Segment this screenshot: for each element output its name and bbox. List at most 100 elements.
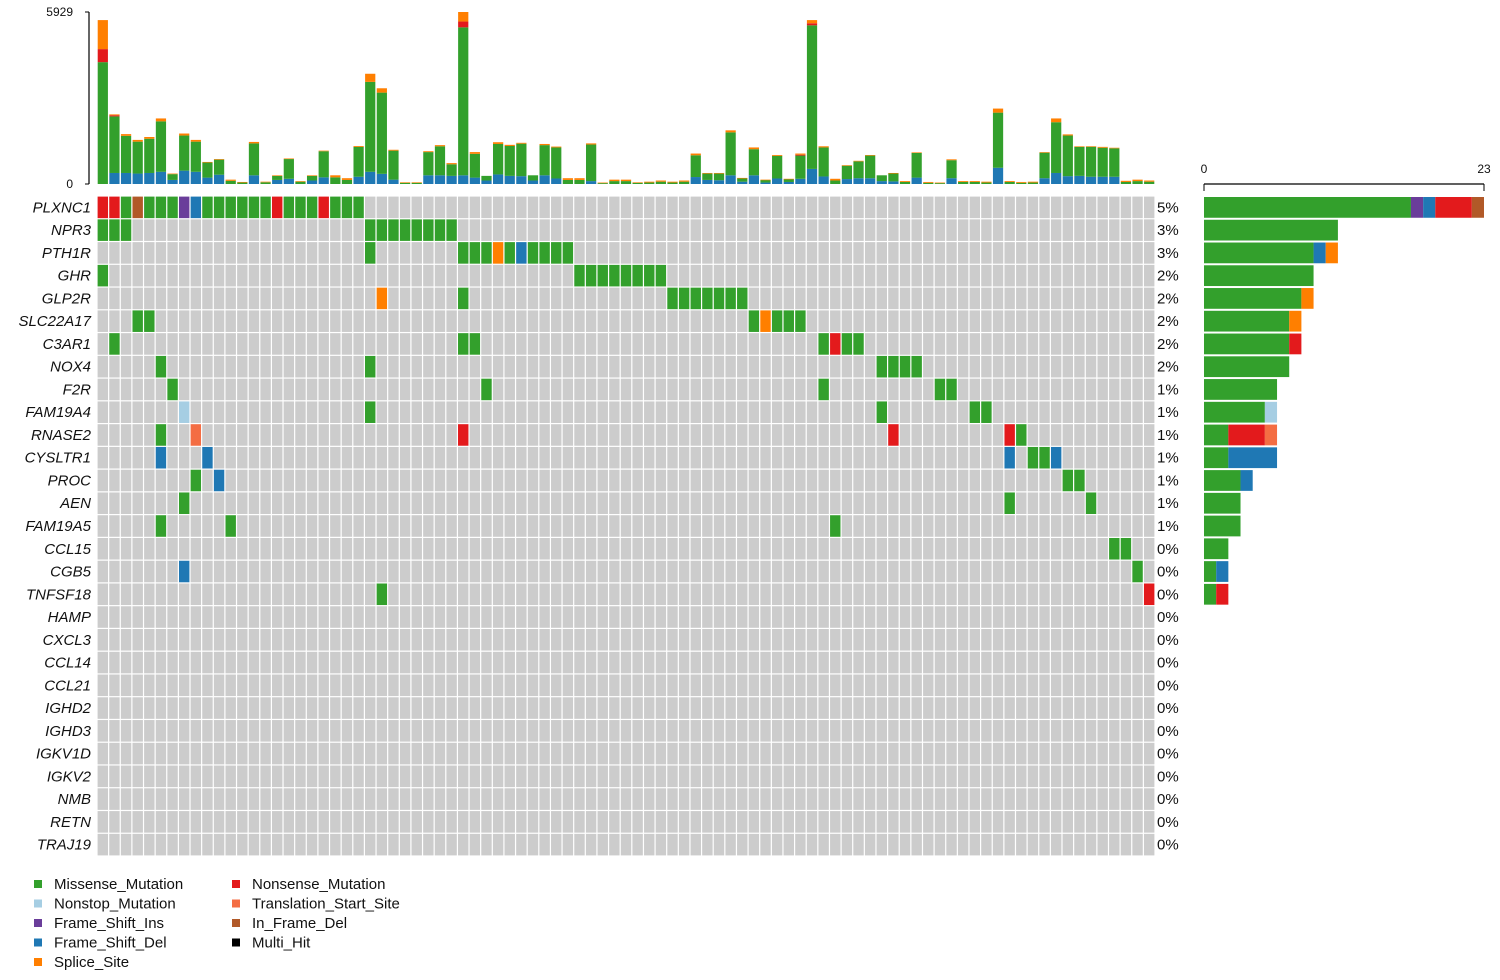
empty-cell	[876, 788, 887, 810]
empty-cell	[911, 333, 922, 355]
tmb-bar	[655, 180, 666, 184]
empty-cell	[853, 833, 864, 856]
empty-cell	[888, 583, 899, 606]
empty-cell	[620, 833, 632, 856]
tmb-segment-missense	[702, 173, 713, 180]
empty-cell	[365, 606, 376, 628]
mutation-cell	[411, 219, 422, 241]
empty-cell	[283, 264, 295, 287]
empty-cell	[295, 446, 306, 469]
empty-cell	[213, 606, 225, 628]
tmb-segment-missense	[109, 116, 120, 173]
empty-cell	[190, 333, 202, 355]
empty-cell	[365, 424, 376, 446]
empty-cell	[597, 287, 608, 310]
empty-cell	[399, 674, 411, 697]
empty-cell	[446, 811, 457, 833]
empty-cell	[341, 606, 353, 628]
empty-cell	[1039, 583, 1050, 606]
legend-item: Missense_Mutation	[34, 876, 183, 893]
tmb-segment-other	[516, 142, 527, 144]
empty-cell	[341, 811, 353, 833]
gene-label: FAM19A5	[25, 518, 91, 535]
empty-cell	[737, 674, 748, 697]
empty-cell	[237, 651, 248, 674]
empty-cell	[806, 378, 818, 401]
empty-cell	[702, 720, 713, 742]
empty-cell	[1143, 310, 1155, 332]
mutation-cell	[376, 219, 388, 241]
empty-cell	[923, 629, 934, 651]
empty-cell	[492, 742, 504, 765]
empty-cell	[120, 333, 132, 355]
legend-label: Splice_Site	[54, 954, 129, 971]
empty-cell	[155, 537, 167, 560]
tmb-segment-missense	[411, 182, 422, 184]
empty-cell	[876, 697, 887, 719]
empty-cell	[853, 196, 864, 219]
empty-cell	[190, 651, 202, 674]
empty-cell	[516, 651, 527, 674]
empty-cell	[1132, 765, 1143, 788]
empty-cell	[271, 424, 283, 446]
empty-cell	[213, 401, 225, 423]
empty-cell	[1004, 401, 1015, 423]
empty-cell	[167, 788, 178, 810]
empty-cell	[1074, 629, 1085, 651]
empty-cell	[783, 219, 794, 241]
empty-cell	[841, 651, 853, 674]
empty-cell	[620, 401, 632, 423]
empty-cell	[295, 219, 306, 241]
empty-cell	[876, 765, 887, 788]
empty-cell	[365, 765, 376, 788]
tmb-segment-missense	[1144, 181, 1155, 184]
mutation-cell	[1109, 537, 1120, 560]
empty-cell	[1085, 583, 1097, 606]
empty-cell	[655, 378, 667, 401]
empty-cell	[353, 333, 364, 355]
empty-cell	[271, 833, 283, 856]
empty-cell	[353, 469, 364, 492]
gene-label: IGHD3	[45, 723, 92, 740]
empty-cell	[516, 833, 527, 856]
empty-cell	[469, 720, 481, 742]
tmb-bar	[504, 144, 515, 184]
percent-label: 0%	[1157, 541, 1179, 558]
empty-cell	[864, 492, 876, 515]
mutation-cell	[341, 196, 353, 219]
empty-cell	[806, 355, 818, 378]
empty-cell	[981, 720, 992, 742]
empty-cell	[923, 219, 934, 241]
empty-cell	[795, 378, 806, 401]
empty-cell	[248, 469, 260, 492]
empty-cell	[1016, 378, 1027, 401]
tmb-segment-frame-shift-del	[376, 173, 387, 184]
empty-cell	[492, 788, 504, 810]
empty-cell	[411, 765, 422, 788]
empty-cell	[1143, 219, 1155, 241]
empty-cell	[271, 537, 283, 560]
empty-cell	[376, 469, 388, 492]
empty-cell	[1062, 811, 1074, 833]
empty-cell	[585, 651, 597, 674]
tmb-segment-missense	[865, 155, 876, 179]
empty-cell	[1132, 537, 1143, 560]
empty-cell	[737, 219, 748, 241]
empty-cell	[202, 378, 213, 401]
empty-cell	[969, 674, 981, 697]
empty-cell	[992, 742, 1004, 765]
empty-cell	[655, 310, 667, 332]
empty-cell	[225, 310, 236, 332]
empty-cell	[609, 742, 620, 765]
tmb-segment-frame-shift-del	[586, 181, 597, 184]
empty-cell	[737, 242, 748, 264]
empty-cell	[213, 219, 225, 241]
empty-cell	[783, 469, 794, 492]
empty-cell	[190, 378, 202, 401]
empty-cell	[376, 742, 388, 765]
empty-cell	[411, 378, 422, 401]
empty-cell	[423, 333, 434, 355]
tmb-segment-other	[446, 163, 457, 165]
empty-cell	[539, 492, 550, 515]
empty-cell	[306, 833, 318, 856]
